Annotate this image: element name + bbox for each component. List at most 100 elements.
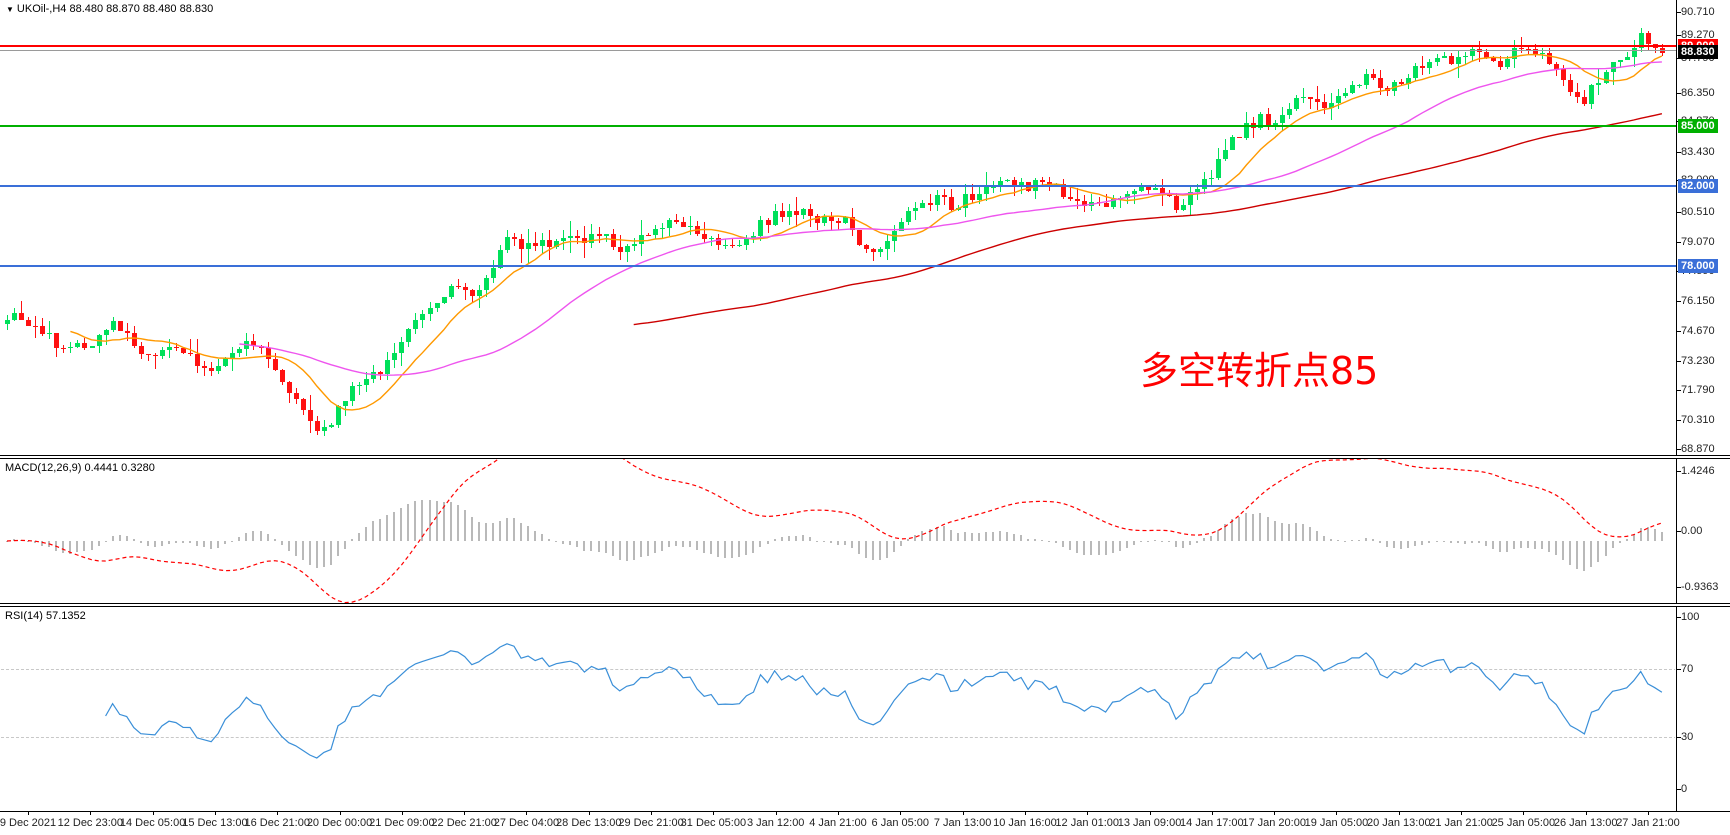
price-plot-area[interactable] <box>1 0 1675 455</box>
candle-body <box>821 215 827 223</box>
candle-body <box>899 221 905 231</box>
candle-body <box>1483 51 1489 58</box>
candle-body <box>1617 59 1623 62</box>
macd-histogram-bar <box>224 540 227 545</box>
candle-body <box>1533 49 1539 55</box>
candle-body <box>1152 187 1158 190</box>
time-tick-mark <box>588 811 590 815</box>
macd-histogram-bar <box>907 539 910 541</box>
rsi-tick-label: 100 <box>1681 611 1700 623</box>
candle-body <box>47 333 53 335</box>
candle-body <box>920 203 926 209</box>
candle-body <box>476 289 482 296</box>
time-tick-label: 20 Dec 00:00 <box>306 817 373 829</box>
macd-histogram-bar <box>1301 524 1304 541</box>
price-level-line[interactable] <box>0 125 1676 128</box>
candle-body <box>857 230 863 245</box>
candle-body <box>350 386 356 402</box>
candle-body <box>519 239 525 249</box>
candle-body <box>850 217 856 231</box>
macd-histogram-bar <box>998 531 1001 541</box>
macd-histogram-bar <box>1252 514 1255 541</box>
rsi-guide-line <box>1 737 1675 739</box>
candle-body <box>272 359 278 370</box>
price-level-badge[interactable]: 85.000 <box>1678 119 1718 134</box>
price-level-line[interactable] <box>0 265 1676 268</box>
candle-body <box>462 286 468 290</box>
candle-body <box>1145 186 1151 190</box>
macd-histogram-bar <box>407 503 410 541</box>
candle-body <box>1519 47 1525 49</box>
candle-body <box>807 208 813 217</box>
macd-histogram-bar <box>1365 538 1368 541</box>
time-tick-label: 15 Dec 13:00 <box>182 817 248 829</box>
price-level-badge[interactable]: 78.000 <box>1678 259 1718 274</box>
rsi-panel[interactable]: RSI(14) 57.1352 100 70 30 0 <box>0 606 1730 812</box>
candle-body <box>913 208 919 212</box>
macd-histogram-bar <box>1104 540 1107 556</box>
rsi-plot-area[interactable] <box>1 607 1675 811</box>
time-tick-label: 10 Jan 16:00 <box>993 817 1057 829</box>
candle-body <box>681 221 687 227</box>
candle-body <box>730 244 736 246</box>
candle-body <box>483 278 489 290</box>
macd-histogram-bar <box>886 540 889 558</box>
macd-histogram-bar <box>1407 540 1410 549</box>
candle-body <box>1082 201 1088 206</box>
price-tick-label: 80.510 <box>1681 206 1715 218</box>
candle-body <box>1511 47 1517 59</box>
candle-wick <box>957 204 959 212</box>
price-level-line[interactable] <box>0 45 1676 48</box>
macd-histogram-bar <box>1379 540 1382 544</box>
macd-histogram-bar <box>1287 523 1290 541</box>
candle-body <box>540 240 546 247</box>
macd-histogram-bar <box>829 540 832 544</box>
candle-body <box>110 321 116 331</box>
macd-histogram-bar <box>1280 522 1283 541</box>
macd-histogram-bar <box>259 531 262 541</box>
macd-histogram-bar <box>1449 540 1452 544</box>
time-tick-mark <box>90 811 92 815</box>
candle-body <box>786 211 792 217</box>
price-level-badge[interactable]: 82.000 <box>1678 179 1718 194</box>
macd-histogram-bar <box>1245 513 1248 541</box>
time-axis[interactable]: 9 Dec 2021 12 Dec 23:00 14 Dec 05:00 15 Dec… <box>0 811 1730 835</box>
candle-body <box>702 233 708 240</box>
candle-body <box>174 346 179 349</box>
candle-body <box>1230 137 1236 150</box>
macd-histogram-bar <box>653 540 656 553</box>
candle-body <box>1293 97 1299 110</box>
macd-histogram-bar <box>344 540 347 549</box>
time-tick-label: 21 Dec 09:00 <box>369 817 435 829</box>
candle-body <box>1469 49 1475 57</box>
price-tick-label: 89.270 <box>1681 29 1715 41</box>
time-tick-mark <box>962 811 964 815</box>
candle-body <box>385 360 391 374</box>
price-tick-label: 76.150 <box>1681 295 1715 307</box>
price-tick-mark <box>1677 449 1681 450</box>
candle-body <box>1237 137 1243 139</box>
macd-histogram-bar <box>1273 520 1276 541</box>
candle-body <box>286 382 292 394</box>
macd-panel[interactable]: MACD(12,26,9) 0.4441 0.3280 1.4246 0.00 -0… <box>0 458 1730 604</box>
macd-histogram-bar <box>245 532 248 541</box>
candle-wick <box>1070 186 1072 201</box>
candle-body <box>33 325 39 327</box>
collapse-caret-icon[interactable]: ▼ <box>6 4 14 14</box>
candle-body <box>1195 188 1201 193</box>
candle-body <box>512 237 518 240</box>
candle-body <box>547 240 553 247</box>
price-level-line[interactable] <box>0 185 1676 188</box>
candle-body <box>969 194 975 201</box>
macd-histogram-bar <box>717 540 720 557</box>
price-tick-mark <box>1677 152 1681 153</box>
candle-body <box>103 330 109 336</box>
macd-histogram-bar <box>189 540 192 544</box>
price-chart-panel[interactable]: ▼ UKOil-,H4 88.480 88.870 88.480 88.830 9… <box>0 0 1730 456</box>
candle-body <box>378 371 384 374</box>
candle-wick <box>204 361 206 377</box>
macd-histogram-bar <box>358 532 361 541</box>
macd-plot-area[interactable] <box>1 459 1675 603</box>
macd-histogram-bar <box>759 540 762 547</box>
candle-wick <box>457 279 459 289</box>
